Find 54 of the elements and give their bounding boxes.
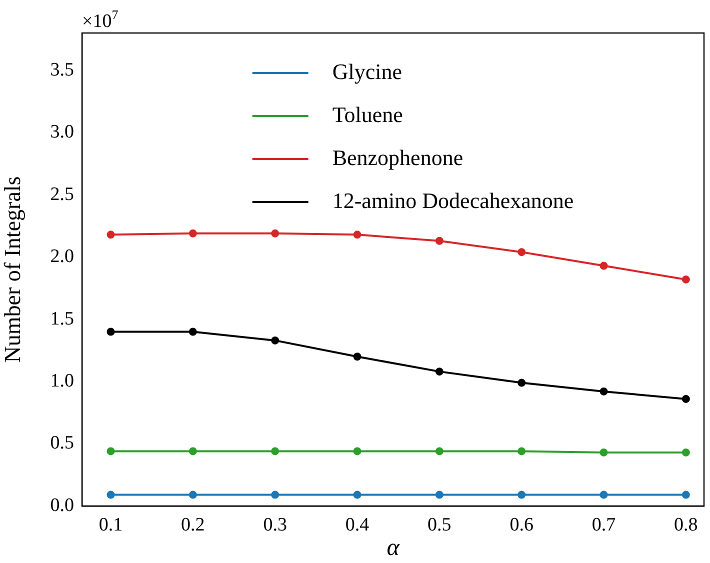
point <box>106 230 115 239</box>
point <box>353 230 362 239</box>
point <box>188 229 197 238</box>
legend-label: Toluene <box>332 102 403 127</box>
point <box>271 336 280 344</box>
point <box>435 490 444 499</box>
point <box>353 447 362 456</box>
point <box>600 448 608 456</box>
point <box>435 447 444 456</box>
point <box>518 447 526 456</box>
point <box>435 368 444 376</box>
point <box>600 490 608 499</box>
point <box>188 328 197 336</box>
x-tick-label: 0.8 <box>674 514 698 536</box>
point <box>353 352 362 361</box>
point <box>106 490 115 499</box>
point <box>518 248 526 256</box>
x-tick-label: 0.5 <box>428 514 452 536</box>
y-tick-label: 1.0 <box>50 370 74 392</box>
point <box>188 490 197 499</box>
y-tick-label: 2.5 <box>50 184 74 205</box>
x-tick-label: 0.7 <box>592 514 616 536</box>
point <box>271 490 280 499</box>
point <box>271 447 280 456</box>
point <box>518 490 526 499</box>
point <box>435 236 444 245</box>
point <box>106 447 115 456</box>
legend-label: 12-amino Dodecahexanone <box>332 188 574 213</box>
x-tick-label: 0.2 <box>181 514 205 536</box>
y-tick-label: 2.0 <box>50 246 74 268</box>
x-tick-label: 0.1 <box>98 514 123 536</box>
point <box>106 328 115 336</box>
y-tick-label: 0.0 <box>50 494 74 516</box>
y-tick-label: 3.5 <box>50 59 74 80</box>
point <box>682 275 690 284</box>
x-tick-label: 0.4 <box>345 514 370 536</box>
legend-label: Benzophenone <box>332 144 464 170</box>
point <box>188 447 197 456</box>
y-tick-label: 3.0 <box>50 122 74 143</box>
legend-label: Glycine <box>332 58 402 84</box>
point <box>600 387 608 396</box>
point <box>682 448 690 456</box>
point <box>682 490 690 499</box>
point <box>682 394 690 403</box>
point <box>271 229 280 238</box>
y-axis-title: Number of Integrals <box>0 176 25 363</box>
x-tick-label: 0.3 <box>263 514 287 536</box>
y-tick-label: 1.5 <box>50 308 74 330</box>
point <box>600 262 608 270</box>
x-tick-label: 0.6 <box>510 514 534 536</box>
y-tick-label: 0.5 <box>50 432 74 454</box>
x-axis-title: α <box>386 534 400 561</box>
point <box>518 378 526 387</box>
point <box>353 490 362 499</box>
